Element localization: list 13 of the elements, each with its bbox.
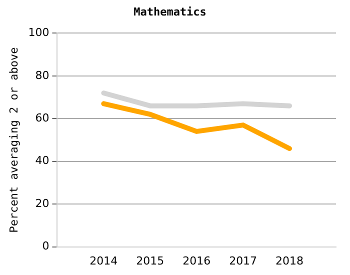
x-tick-label: 2017 — [229, 254, 258, 268]
y-axis-title: Percent averaging 2 or above — [7, 47, 20, 233]
y-tick-label: 80 — [35, 68, 50, 82]
y-tick-label: 40 — [35, 154, 50, 168]
x-tick-label: 2014 — [90, 254, 118, 268]
y-tick-label: 100 — [28, 26, 50, 40]
y-tick-label: 0 — [42, 240, 50, 253]
x-tick-label: 2018 — [276, 254, 304, 268]
y-tick-label: 20 — [35, 196, 50, 210]
x-tick-label: 2015 — [136, 254, 164, 268]
y-tick-label: 60 — [35, 112, 50, 124]
x-tick-label: 2016 — [182, 254, 211, 268]
chart-title: Mathematics — [134, 5, 206, 18]
